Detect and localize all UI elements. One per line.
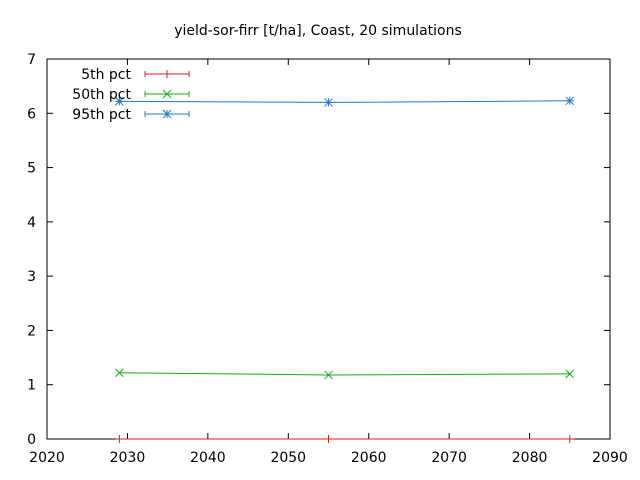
data-point bbox=[565, 96, 575, 106]
data-point bbox=[324, 98, 333, 107]
y-tick-label: 3 bbox=[27, 269, 36, 285]
data-point bbox=[324, 370, 333, 380]
legend-marker bbox=[163, 70, 171, 78]
x-tick-label: 2020 bbox=[29, 450, 65, 466]
x-tick-label: 2040 bbox=[190, 450, 226, 466]
legend: 5th pct 50th pct 95th pct bbox=[72, 67, 190, 123]
y-tick-label: 2 bbox=[27, 323, 36, 339]
y-tick-label: 4 bbox=[27, 215, 36, 231]
x-tick-label: 2050 bbox=[270, 450, 306, 466]
data-point bbox=[115, 435, 124, 443]
x-tick-label: 2060 bbox=[351, 450, 387, 466]
data-point bbox=[115, 368, 124, 378]
legend-label: 50th pct bbox=[72, 87, 131, 103]
chart-title: yield-sor-firr [t/ha], Coast, 20 simulat… bbox=[174, 23, 462, 39]
data-point bbox=[324, 435, 333, 443]
plot-frame bbox=[46, 58, 611, 440]
x-tick-label: 2080 bbox=[512, 450, 548, 466]
series-line bbox=[119, 100, 570, 103]
x-tick-label: 2030 bbox=[110, 450, 146, 466]
series-layer bbox=[115, 96, 575, 443]
x-tick-label: 2090 bbox=[592, 450, 628, 466]
y-tick-label: 0 bbox=[27, 432, 36, 448]
legend-marker bbox=[162, 109, 172, 119]
series-line bbox=[119, 372, 570, 376]
legend-label: 95th pct bbox=[72, 107, 131, 123]
data-point bbox=[565, 435, 574, 443]
legend-marker bbox=[162, 89, 172, 99]
data-point bbox=[565, 369, 575, 379]
y-tick-label: 5 bbox=[27, 161, 36, 177]
data-point bbox=[115, 96, 124, 106]
legend-label: 5th pct bbox=[81, 67, 131, 83]
x-tick-label: 2070 bbox=[431, 450, 467, 466]
y-tick-label: 7 bbox=[27, 52, 36, 68]
y-tick-label: 1 bbox=[27, 378, 36, 394]
y-tick-label: 6 bbox=[27, 106, 36, 122]
